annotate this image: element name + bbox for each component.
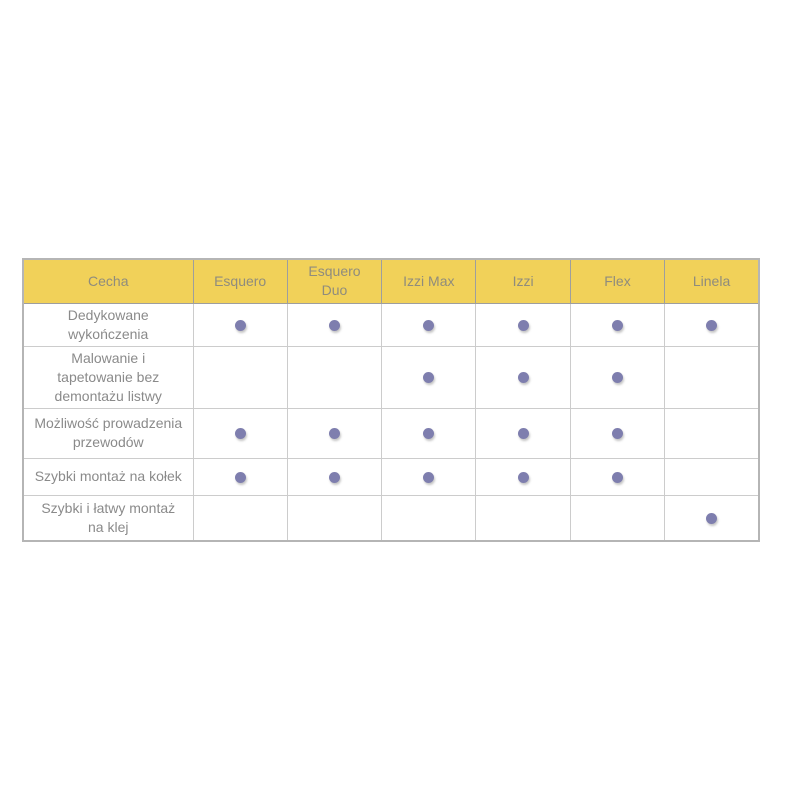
value-cell [381, 494, 477, 542]
value-cell [286, 302, 383, 347]
feature-cell: Szybki montaż na kołek [22, 457, 194, 496]
value-cell [286, 494, 383, 542]
feature-cell: Szybki i łatwy montaż na klej [22, 494, 194, 542]
feature-available-dot-icon [706, 513, 718, 525]
feature-available-dot-icon [611, 471, 623, 483]
value-cell [286, 457, 383, 496]
feature-available-dot-icon [234, 471, 246, 483]
feature-available-dot-icon [517, 319, 529, 331]
value-cell [381, 345, 477, 409]
value-cell [664, 345, 760, 409]
feature-available-dot-icon [328, 471, 340, 483]
value-cell [475, 407, 571, 459]
feature-cell: Malowanie i tapetowanie bez demontażu li… [22, 345, 194, 409]
column-header-flex: Flex [569, 258, 666, 304]
value-cell [569, 407, 666, 459]
column-header-cecha: Cecha [22, 258, 194, 304]
value-cell [664, 457, 760, 496]
column-header-linela: Linela [664, 258, 760, 304]
value-cell [192, 407, 288, 459]
feature-available-dot-icon [423, 319, 435, 331]
value-cell [381, 457, 477, 496]
feature-available-dot-icon [423, 428, 435, 440]
table-row: Dedykowane wykończenia [22, 302, 760, 347]
value-cell [569, 457, 666, 496]
feature-available-dot-icon [328, 319, 340, 331]
feature-available-dot-icon [234, 428, 246, 440]
value-cell [192, 494, 288, 542]
column-header-izzi-max: Izzi Max [381, 258, 477, 304]
table-row: Możliwość prowadzenia przewodów [22, 407, 760, 459]
feature-available-dot-icon [706, 319, 718, 331]
feature-available-dot-icon [611, 319, 623, 331]
value-cell [286, 407, 383, 459]
value-cell [569, 494, 666, 542]
feature-available-dot-icon [517, 471, 529, 483]
value-cell [475, 494, 571, 542]
value-cell [192, 345, 288, 409]
column-header-esquero-duo: Esquero Duo [286, 258, 383, 304]
value-cell [569, 345, 666, 409]
table-row: Szybki montaż na kołek [22, 457, 760, 496]
feature-cell: Możliwość prowadzenia przewodów [22, 407, 194, 459]
table-body: Dedykowane wykończenia Malowanie i tapeto… [22, 302, 760, 542]
feature-available-dot-icon [611, 428, 623, 440]
value-cell [664, 302, 760, 347]
column-header-izzi: Izzi [475, 258, 571, 304]
value-cell [664, 407, 760, 459]
value-cell [192, 302, 288, 347]
column-header-esquero: Esquero [192, 258, 288, 304]
feature-available-dot-icon [234, 319, 246, 331]
feature-available-dot-icon [423, 471, 435, 483]
value-cell [475, 457, 571, 496]
value-cell [286, 345, 383, 409]
header-row: Cecha Esquero Esquero Duo Izzi Max Izzi Flex… [22, 258, 760, 304]
value-cell [569, 302, 666, 347]
value-cell [475, 302, 571, 347]
feature-cell: Dedykowane wykończenia [22, 302, 194, 347]
feature-available-dot-icon [611, 372, 623, 384]
value-cell [664, 494, 760, 542]
comparison-table: Cecha Esquero Esquero Duo Izzi Max Izzi Flex… [22, 258, 760, 542]
feature-available-dot-icon [517, 372, 529, 384]
feature-available-dot-icon [423, 372, 435, 384]
value-cell [381, 407, 477, 459]
table-row: Malowanie i tapetowanie bez demontażu li… [22, 345, 760, 409]
value-cell [192, 457, 288, 496]
feature-available-dot-icon [517, 428, 529, 440]
value-cell [475, 345, 571, 409]
table-row: Szybki i łatwy montaż na klej [22, 494, 760, 542]
value-cell [381, 302, 477, 347]
feature-available-dot-icon [328, 428, 340, 440]
